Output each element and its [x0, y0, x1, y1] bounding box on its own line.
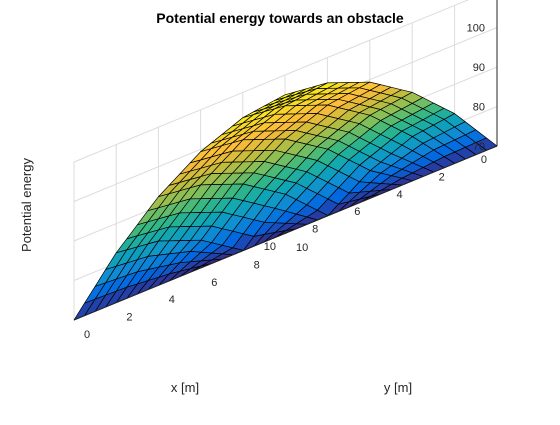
x-tick-label: 2 [439, 171, 445, 183]
x-tick-label: 0 [481, 154, 487, 166]
y-tick-label: 8 [254, 259, 260, 271]
z-tick-label: 90 [473, 62, 485, 74]
chart-title: Potential energy towards an obstacle [156, 10, 404, 26]
y-tick-label: 0 [84, 329, 90, 341]
z-tick-label: 100 [467, 23, 485, 35]
x-tick-label: 6 [354, 206, 360, 218]
x-tick-label: 4 [396, 189, 402, 201]
y-axis-label: y [m] [384, 380, 412, 395]
y-tick-label: 2 [126, 312, 132, 324]
z-tick-label: 80 [473, 102, 485, 114]
x-tick-label: 8 [312, 224, 318, 236]
z-axis-label: Potential energy [19, 158, 34, 252]
y-tick-label: 4 [169, 294, 175, 306]
y-tick-label: 6 [211, 277, 217, 289]
z-tick-label: 70 [473, 141, 485, 153]
y-tick-label: 10 [296, 242, 308, 254]
x-tick-label: 10 [264, 241, 276, 253]
surface-plot [74, 82, 497, 320]
x-axis-label: x [m] [171, 380, 199, 395]
